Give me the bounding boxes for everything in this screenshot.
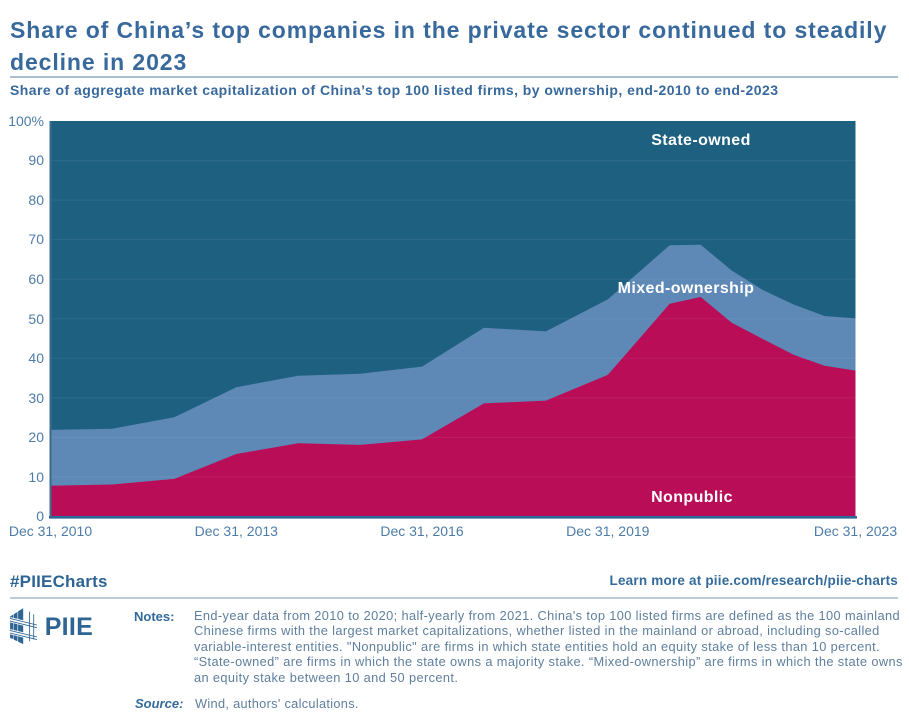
svg-text:PIIE: PIIE — [45, 613, 93, 641]
